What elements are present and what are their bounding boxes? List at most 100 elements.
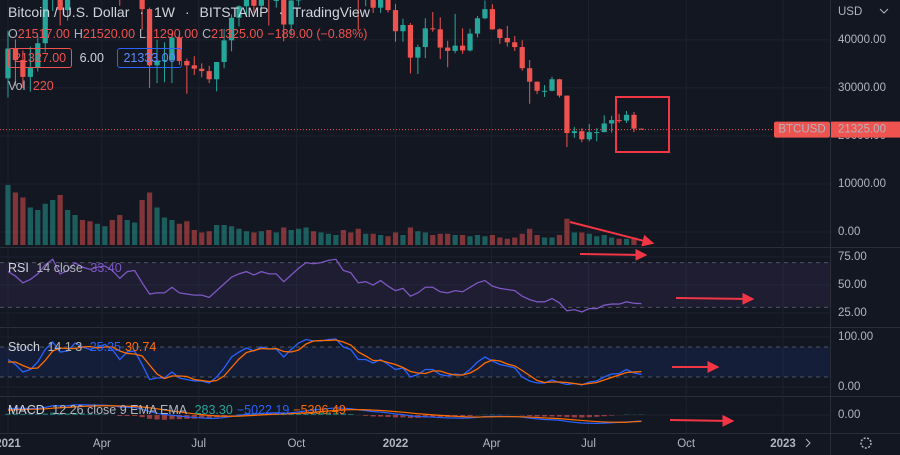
candle-body — [549, 79, 555, 91]
candle-body — [571, 131, 577, 134]
volume-bar — [102, 226, 108, 245]
scroll-chevron[interactable] — [805, 438, 811, 448]
volume-bar — [94, 223, 101, 245]
candle-body — [541, 90, 548, 92]
axis-unit[interactable]: USD — [838, 6, 862, 18]
histogram-bar — [296, 413, 302, 415]
interval[interactable]: 1W — [153, 4, 175, 20]
volume-bar — [184, 221, 190, 245]
unit-chevron[interactable] — [879, 8, 889, 14]
histogram-bar — [467, 415, 473, 416]
volume-bar — [124, 220, 130, 245]
volume-bar — [377, 235, 384, 245]
candle-body — [228, 17, 235, 41]
candle-body — [273, 0, 279, 1]
histogram-bar — [169, 415, 175, 420]
stoch-legend: Stoch 14 1 3 25.25 30.74 — [8, 340, 160, 354]
histogram-bar — [72, 412, 78, 415]
volume-bar — [579, 232, 585, 245]
candle-body — [64, 0, 71, 11]
y-tick-label: 10000.00 — [838, 178, 886, 190]
histogram-bar — [117, 415, 123, 416]
volume-bar — [556, 235, 563, 245]
histogram-bar — [35, 414, 41, 415]
indicator-params: 14 close — [36, 261, 83, 275]
volume-bar — [236, 228, 242, 245]
candle-body — [631, 114, 637, 129]
volume-bar — [251, 232, 257, 245]
histogram-bar — [79, 413, 86, 415]
candle-body — [556, 79, 563, 96]
volume-bar — [27, 207, 33, 245]
histogram-bar — [64, 413, 71, 415]
volume-bar — [79, 220, 86, 245]
volume-bar — [12, 192, 19, 245]
volume-bar — [132, 222, 138, 245]
histogram-bar — [191, 415, 197, 419]
ohlc-value: 21520.00 — [82, 27, 136, 41]
buy-price[interactable]: 21333.00 — [117, 48, 182, 68]
ohlc-value: 21290.00 — [146, 27, 199, 41]
candle-body — [512, 42, 518, 48]
volume-bar — [228, 226, 235, 245]
histogram-bar — [161, 415, 168, 420]
histogram-bar — [363, 415, 369, 416]
volume-bar — [459, 235, 466, 245]
x-tick-label: 2023 — [770, 438, 796, 450]
y-tick-label: 50.00 — [838, 279, 867, 291]
volume-bar — [296, 228, 302, 245]
pane — [0, 258, 830, 313]
histogram-bar — [385, 415, 391, 417]
histogram-bar — [206, 415, 212, 419]
x-tick-label: Jul — [191, 438, 206, 450]
histogram-bar — [281, 414, 287, 415]
symbol-title[interactable]: Bitcoin / U.S. Dollar — [8, 4, 130, 20]
histogram-bar — [348, 414, 354, 415]
indicator-value: 30.74 — [124, 340, 157, 354]
histogram-bar — [258, 413, 264, 415]
volume-bar — [191, 230, 197, 245]
volume-bar — [400, 235, 406, 245]
volume-bar — [430, 235, 436, 245]
sell-price[interactable]: 21327.00 — [8, 48, 73, 68]
candle-body — [20, 60, 26, 77]
candle-body — [251, 0, 257, 6]
candle-body — [489, 9, 496, 30]
volume-bar — [50, 200, 56, 245]
x-tick-label: Apr — [93, 438, 111, 450]
candle-body — [437, 29, 443, 48]
volume-bar — [281, 227, 287, 245]
volume-bar — [348, 232, 354, 245]
arrow — [675, 292, 755, 305]
volume-bar — [355, 228, 361, 245]
volume-bar — [445, 233, 451, 245]
settings-icon[interactable] — [860, 437, 872, 449]
volume-bar — [64, 210, 71, 245]
candle-body — [288, 0, 294, 25]
histogram-bar — [303, 412, 309, 415]
histogram-bar — [325, 412, 332, 415]
histogram-bar — [549, 415, 555, 417]
volume-bar — [527, 228, 533, 245]
volume-bar — [519, 233, 525, 245]
histogram-bar — [318, 412, 324, 415]
histogram-bar — [400, 415, 406, 418]
candle-body — [236, 6, 242, 18]
histogram-bar — [392, 415, 399, 418]
volume-bar — [452, 235, 458, 245]
histogram-bar — [20, 413, 26, 415]
volume-title: Vol — [8, 79, 26, 93]
candle-body — [474, 18, 481, 34]
ohlc-legend: O21517.00 H21520.00 L21290.00 C21325.00 −189… — [8, 27, 371, 41]
ohlc-value: 21325.00 — [211, 27, 264, 41]
candle-body — [57, 0, 63, 11]
annotations — [569, 96, 755, 427]
price-tag-label: 21325.00 — [838, 124, 886, 136]
volume-bar — [20, 197, 26, 245]
candle-body — [221, 40, 227, 62]
indicator-line — [7, 405, 642, 423]
candle-body — [161, 60, 168, 62]
indicator-params: 14 1 3 — [47, 340, 83, 354]
exchange: BITSTAMP — [199, 4, 269, 20]
